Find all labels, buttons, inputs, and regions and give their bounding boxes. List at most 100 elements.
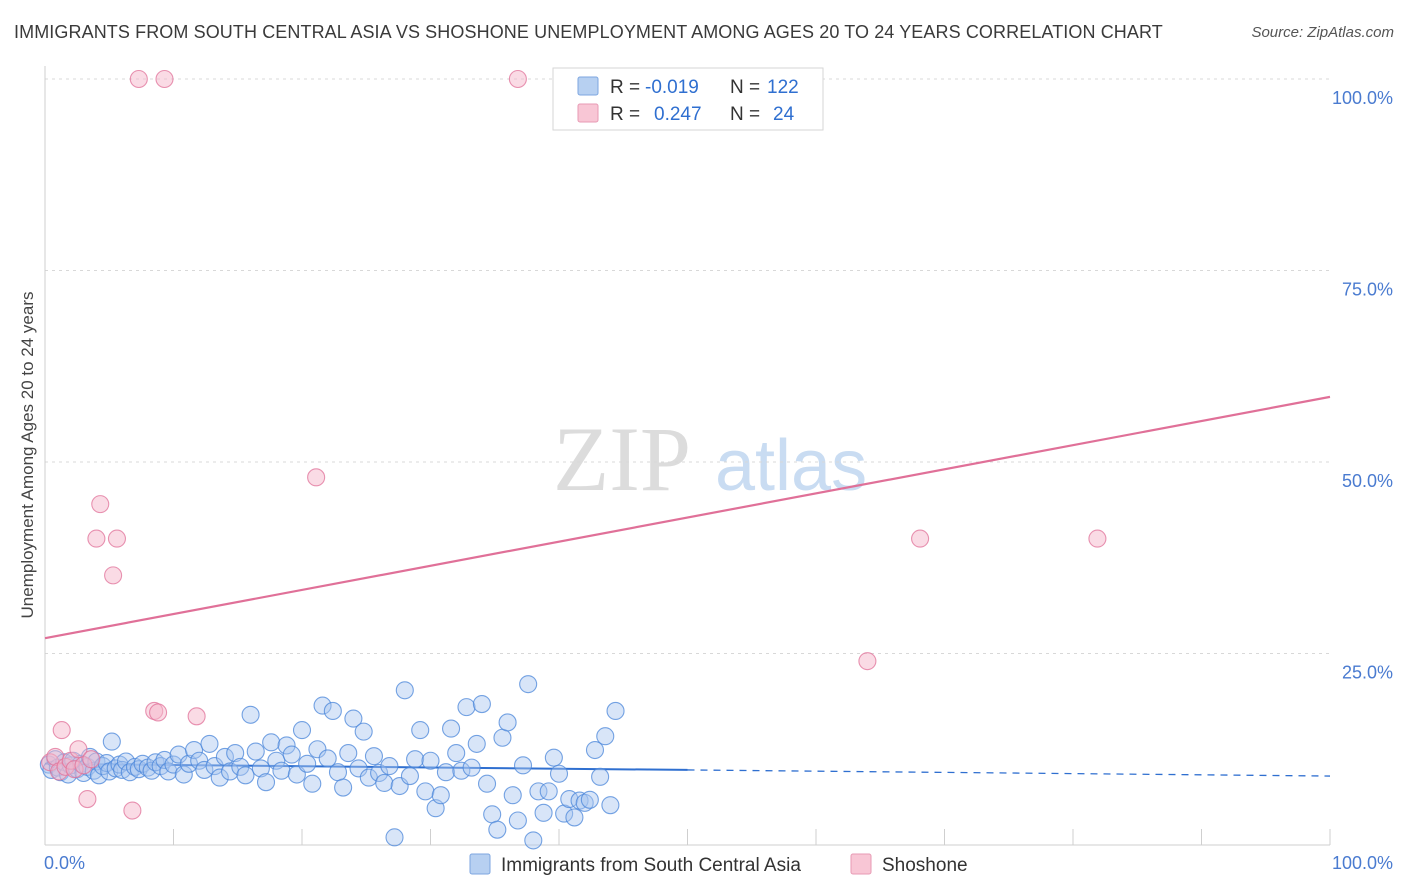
- point-immigrants-72: [354, 722, 373, 741]
- point-immigrants-48: [231, 757, 250, 776]
- point-immigrants-109: [544, 748, 563, 767]
- point-immigrants-54: [262, 733, 281, 752]
- correlation-legend: R = -0.019 N = 122 R = 0.247 N = 24: [552, 67, 824, 131]
- point-shoshone-25: [1088, 529, 1107, 548]
- point-immigrants-66: [323, 701, 342, 721]
- point-immigrants-33: [155, 750, 174, 770]
- point-immigrants-115: [575, 793, 594, 812]
- point-immigrants-64: [313, 696, 332, 715]
- point-shoshone-9: [78, 789, 97, 809]
- point-immigrants-116: [580, 790, 599, 809]
- point-immigrants-58: [282, 745, 301, 764]
- y-tick-label-75: 75.0%: [1342, 280, 1393, 300]
- x-tick-label-max: 100.0%: [1332, 853, 1393, 873]
- point-immigrants-93: [462, 758, 481, 777]
- point-shoshone-15: [123, 801, 142, 820]
- legend-r-label-1: R =: [610, 77, 640, 98]
- y-axis-title: Unemployment Among Ages 20 to 24 years: [18, 292, 37, 619]
- point-immigrants-94: [467, 734, 486, 753]
- point-immigrants-106: [529, 782, 548, 801]
- point-immigrants-61: [298, 754, 317, 773]
- point-immigrants-101: [503, 786, 522, 805]
- y-tick-label-50: 50.0%: [1342, 471, 1393, 491]
- point-immigrants-57: [277, 736, 296, 755]
- point-shoshone-16: [129, 69, 148, 89]
- point-immigrants-51: [246, 742, 265, 761]
- point-immigrants-45: [215, 747, 234, 766]
- point-shoshone-14: [107, 529, 127, 548]
- point-shoshone-18: [149, 703, 168, 722]
- point-immigrants-74: [364, 747, 384, 766]
- point-immigrants-83: [411, 721, 430, 740]
- point-immigrants-20: [102, 732, 121, 751]
- series-legend: Immigrants from South Central Asia Shosh…: [469, 853, 968, 876]
- legend-r-value-2: 0.247: [654, 104, 702, 125]
- gridlines: [45, 78, 1330, 654]
- legend-n-label-1: N =: [730, 77, 760, 98]
- point-immigrants-50: [241, 705, 260, 724]
- point-immigrants-117: [585, 740, 605, 760]
- point-immigrants-118: [591, 767, 610, 786]
- point-shoshone-11: [87, 529, 106, 548]
- point-immigrants-38: [179, 754, 198, 773]
- legend-swatch-blue: [577, 76, 599, 96]
- point-immigrants-110: [549, 764, 569, 783]
- watermark-atlas: atlas: [715, 426, 867, 506]
- point-immigrants-95: [472, 695, 491, 714]
- point-shoshone-7: [69, 740, 88, 759]
- point-immigrants-71: [349, 759, 368, 778]
- point-immigrants-44: [210, 768, 229, 787]
- chart-title: IMMIGRANTS FROM SOUTH CENTRAL ASIA VS SH…: [14, 22, 1163, 42]
- point-immigrants-53: [256, 773, 276, 792]
- point-immigrants-120: [601, 796, 620, 815]
- trend-shoshone: [44, 395, 1331, 640]
- legend-n-value-2: 24: [773, 104, 795, 125]
- point-immigrants-60: [292, 721, 312, 740]
- legend-r-label-2: R =: [610, 104, 640, 125]
- x-tick-label-min: 0.0%: [44, 853, 85, 873]
- point-immigrants-121: [606, 701, 625, 721]
- point-immigrants-89: [442, 719, 461, 738]
- point-immigrants-78: [385, 828, 404, 847]
- point-immigrants-103: [513, 756, 533, 775]
- legend-label-shoshone: Shoshone: [882, 855, 968, 876]
- point-immigrants-99: [493, 728, 512, 747]
- point-immigrants-102: [508, 811, 527, 830]
- point-immigrants-67: [328, 763, 348, 782]
- y-tick-label-25: 25.0%: [1342, 663, 1393, 683]
- point-shoshone-13: [104, 566, 123, 585]
- point-immigrants-80: [395, 681, 414, 700]
- point-shoshone-21: [307, 468, 326, 487]
- point-immigrants-105: [524, 831, 543, 850]
- point-immigrants-91: [452, 761, 471, 780]
- point-immigrants-96: [477, 774, 497, 793]
- point-immigrants-69: [339, 744, 358, 763]
- point-immigrants-113: [565, 808, 584, 827]
- y-tick-label-100: 100.0%: [1332, 88, 1393, 108]
- point-immigrants-107: [534, 803, 553, 822]
- legend-r-value-1: -0.019: [645, 77, 699, 98]
- point-immigrants-90: [447, 744, 466, 763]
- tick-labels: 25.0% 50.0% 75.0% 100.0% 0.0% 100.0%: [44, 88, 1393, 873]
- point-immigrants-76: [375, 773, 394, 793]
- point-shoshone-3: [52, 721, 71, 740]
- point-immigrants-49: [236, 766, 255, 785]
- legend-n-label-2: N =: [730, 104, 760, 125]
- point-shoshone-23: [858, 652, 877, 671]
- point-immigrants-104: [519, 675, 538, 694]
- point-immigrants-119: [596, 727, 615, 746]
- point-immigrants-87: [431, 786, 450, 805]
- point-immigrants-37: [174, 765, 193, 784]
- point-immigrants-55: [267, 751, 286, 770]
- legend-n-value-1: 122: [767, 77, 799, 98]
- point-immigrants-63: [308, 740, 327, 759]
- point-shoshone-20: [187, 707, 206, 726]
- legend-swatch-immigrants: [469, 853, 491, 875]
- point-immigrants-70: [344, 709, 363, 728]
- point-immigrants-100: [498, 713, 517, 732]
- point-immigrants-84: [416, 782, 435, 801]
- point-shoshone-19: [155, 69, 174, 89]
- point-shoshone-10: [82, 750, 101, 769]
- point-immigrants-108: [539, 782, 558, 801]
